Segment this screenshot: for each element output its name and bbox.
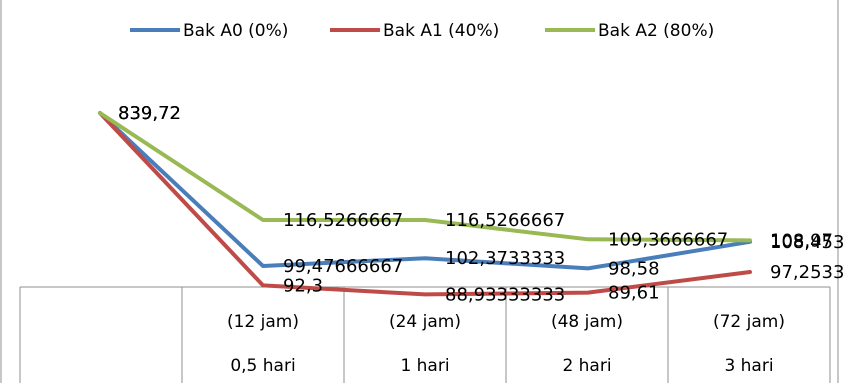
legend-label-2: Bak A2 (80%) [598, 21, 714, 41]
category-table: (12 jam) 0,5 hari (24 jam) 1 hari (48 jam) 2 … [19, 286, 831, 383]
data-label-s1-p0: 839,72 [118, 103, 181, 124]
data-label-s2-p0: 839,72 [118, 103, 181, 124]
data-label-s0-p2: 102,3733333 [445, 248, 565, 269]
legend: Bak A0 (0%) Bak A1 (40%) Bak A2 (80%) [130, 21, 714, 41]
data-label-s1-p2: 88,93333333 [445, 284, 565, 305]
data-label-s0-p4: 108,4533333 [770, 232, 845, 253]
category-label-4-line1: (72 jam) [713, 312, 785, 332]
series-line-0 [98, 111, 752, 271]
data-label-s1-p3: 89,61 [608, 283, 660, 304]
legend-label-0: Bak A0 (0%) [183, 21, 288, 41]
legend-label-1: Bak A1 (40%) [383, 21, 499, 41]
data-label-s1-p1: 92,3 [283, 275, 323, 296]
data-label-s0-p0: 839,72 [118, 103, 181, 124]
data-label-s2-p3: 109,3666667 [608, 229, 728, 250]
series-lines [98, 111, 752, 297]
category-label-3-line1: (48 jam) [551, 312, 623, 332]
data-label-s1-p4: 97,25333333 [770, 262, 845, 283]
category-label-3-line2: 2 hari [562, 356, 611, 376]
series-line-2 [98, 111, 752, 243]
data-label-s2-p1: 116,5266667 [283, 210, 403, 231]
category-label-1-line2: 0,5 hari [230, 356, 295, 376]
series-line-1 [98, 111, 752, 297]
data-labels: 839,72 99,47666667 102,3733333 98,58 108,453… [118, 103, 845, 305]
category-label-2-line2: 1 hari [400, 356, 449, 376]
data-label-s0-p3: 98,58 [608, 258, 660, 279]
data-label-s2-p4: 108,97 [770, 230, 833, 251]
data-label-s0-p1: 99,47666667 [283, 256, 403, 277]
data-label-s2-p2: 116,5266667 [445, 210, 565, 231]
category-label-4-line2: 3 hari [724, 356, 773, 376]
category-label-2-line1: (24 jam) [389, 312, 461, 332]
category-label-1-line1: (12 jam) [227, 312, 299, 332]
